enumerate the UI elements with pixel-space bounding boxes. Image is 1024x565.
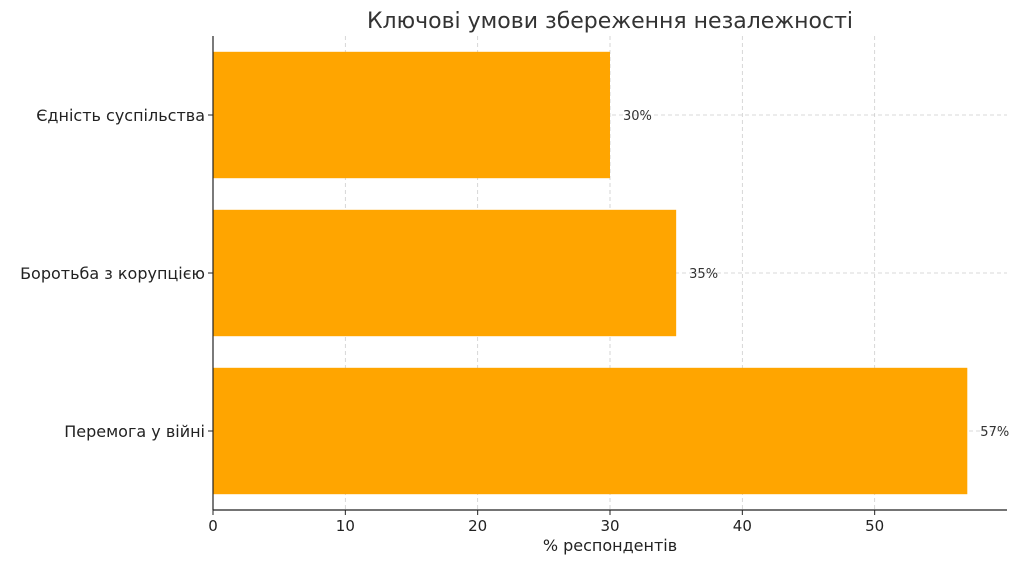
data-label: 30% xyxy=(623,109,652,124)
bar xyxy=(213,209,677,337)
x-axis-label: % респондентів xyxy=(543,536,677,555)
category-label: Перемога у війні xyxy=(64,422,205,441)
data-label: 35% xyxy=(689,267,718,282)
chart-title: Ключові умови збереження незалежності xyxy=(367,9,853,34)
data-labels: 30% 35% 57% xyxy=(623,109,1009,440)
x-tick-label: 30 xyxy=(600,517,619,535)
x-tick-label: 40 xyxy=(733,517,752,535)
y-axis-category-labels: Єдність суспільства Боротьба з корупцією П… xyxy=(20,106,213,441)
x-tick-label: 20 xyxy=(468,517,487,535)
x-tick-label: 10 xyxy=(336,517,355,535)
data-label: 57% xyxy=(980,425,1009,440)
x-tick-label: 50 xyxy=(865,517,884,535)
bars-layer xyxy=(213,51,968,495)
bar xyxy=(213,51,610,179)
category-label: Боротьба з корупцією xyxy=(20,264,205,283)
x-axis-ticks: 0 10 20 30 40 50 xyxy=(208,510,884,535)
bar xyxy=(213,367,968,495)
category-label: Єдність суспільства xyxy=(36,106,205,125)
x-tick-label: 0 xyxy=(208,517,218,535)
